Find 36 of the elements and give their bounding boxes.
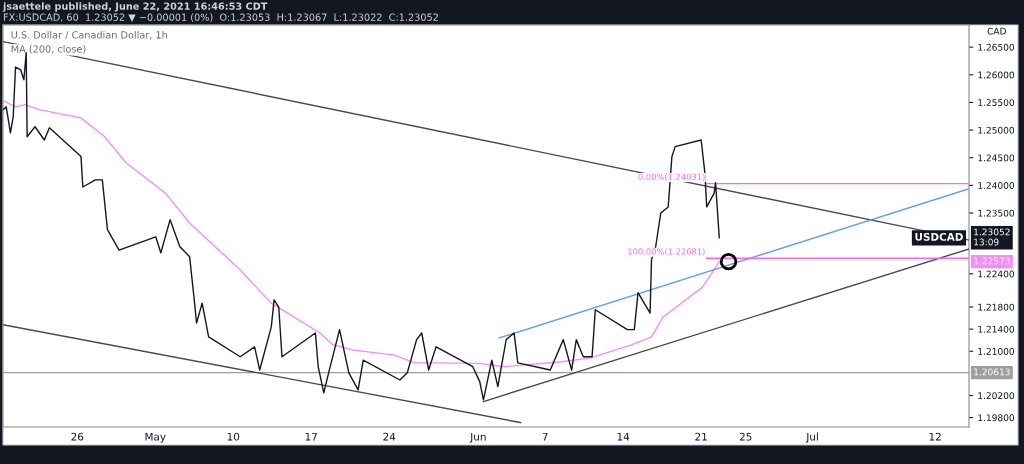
y-tick-label: 1.21000 bbox=[978, 347, 1015, 355]
x-tick-label: 24 bbox=[383, 432, 396, 441]
y-axis-title: CAD bbox=[987, 27, 1006, 35]
ref-line-label: 1.20613 bbox=[974, 368, 1010, 376]
text: jsaettele published, June 22, 2021 16:46:53 CDT bbox=[2, 2, 268, 12]
x-tick-label: 10 bbox=[227, 432, 240, 441]
y-tick-label: 1.26500 bbox=[978, 43, 1015, 51]
y-tick-label: 1.25000 bbox=[978, 126, 1015, 134]
x-tick-label: 7 bbox=[542, 432, 548, 441]
x-tick-label: 14 bbox=[617, 432, 630, 441]
x-tick-label: 25 bbox=[739, 432, 752, 441]
y-tick-label: 1.21400 bbox=[978, 325, 1015, 333]
x-tick-label: 26 bbox=[71, 432, 84, 441]
y-tick-label: 1.22400 bbox=[978, 270, 1015, 278]
x-tick-label: Jun bbox=[469, 432, 486, 443]
y-tick-label: 1.19800 bbox=[978, 414, 1015, 422]
text: 1.22573 bbox=[974, 257, 1010, 265]
text: FX:USDCAD, 60 1.23052 ▼ −0.00001 (0%) O:1.23053 H:1.23067 L:1.23022 C:1.23052 bbox=[3, 13, 438, 22]
y-tick-label: 1.21800 bbox=[978, 303, 1015, 311]
legend-label: USDCAD bbox=[915, 232, 963, 241]
x-tick-label: 17 bbox=[305, 432, 317, 441]
y-tick-label: 1.23500 bbox=[978, 209, 1015, 217]
y-tick-label: 1.26000 bbox=[978, 71, 1015, 79]
x-tick-label: May bbox=[145, 432, 166, 443]
y-tick-label: 1.24000 bbox=[978, 182, 1015, 189]
y-tick-label: 1.24500 bbox=[978, 154, 1015, 162]
text: 1.23052 13:09 bbox=[974, 228, 1010, 246]
annotation: 100.00%(1.22681) bbox=[628, 248, 705, 256]
x-tick-label: Jul bbox=[805, 432, 818, 443]
y-tick-label: 1.20200 bbox=[978, 392, 1015, 400]
x-tick-label: 21 bbox=[695, 432, 707, 441]
text: U.S. Dollar / Canadian Dollar, 1h bbox=[11, 31, 167, 40]
annotation: 0.00%(1.24031) bbox=[638, 173, 705, 181]
x-tick-label: 12 bbox=[929, 432, 941, 441]
text: MA (200, close) bbox=[11, 45, 86, 54]
y-tick-label: 1.25500 bbox=[978, 99, 1015, 106]
